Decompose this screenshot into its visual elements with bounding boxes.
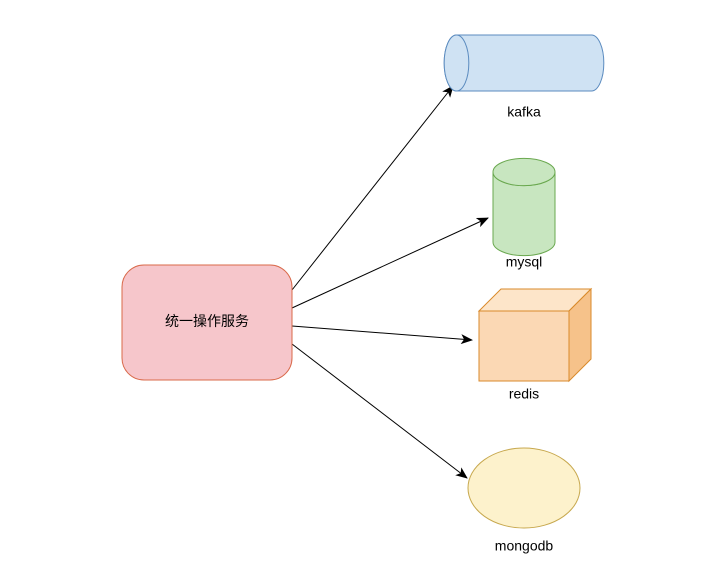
source-label: 统一操作服务: [165, 313, 249, 329]
node-redis: redis: [479, 289, 591, 401]
edge-source-kafka: [292, 86, 453, 290]
edge-source-mongodb: [292, 344, 467, 478]
edge-source-redis: [292, 326, 472, 340]
mysql-label: mysql: [506, 253, 543, 269]
edge-source-mysql: [292, 218, 488, 308]
mongodb-ellipse: [468, 448, 580, 528]
mongodb-label: mongodb: [495, 537, 554, 553]
redis-label: redis: [509, 385, 539, 401]
kafka-cylinder: [444, 35, 604, 91]
node-mysql: mysql: [493, 158, 555, 269]
node-mongodb: mongodb: [468, 448, 580, 553]
edges-group: [292, 86, 488, 478]
mysql-cylinder: [493, 158, 555, 255]
node-kafka: kafka: [444, 35, 604, 119]
kafka-label: kafka: [507, 103, 541, 119]
architecture-diagram: 统一操作服务 kafka mysql redis mongodb: [0, 0, 726, 584]
node-source: 统一操作服务: [122, 265, 292, 380]
redis-cube: [479, 289, 591, 381]
